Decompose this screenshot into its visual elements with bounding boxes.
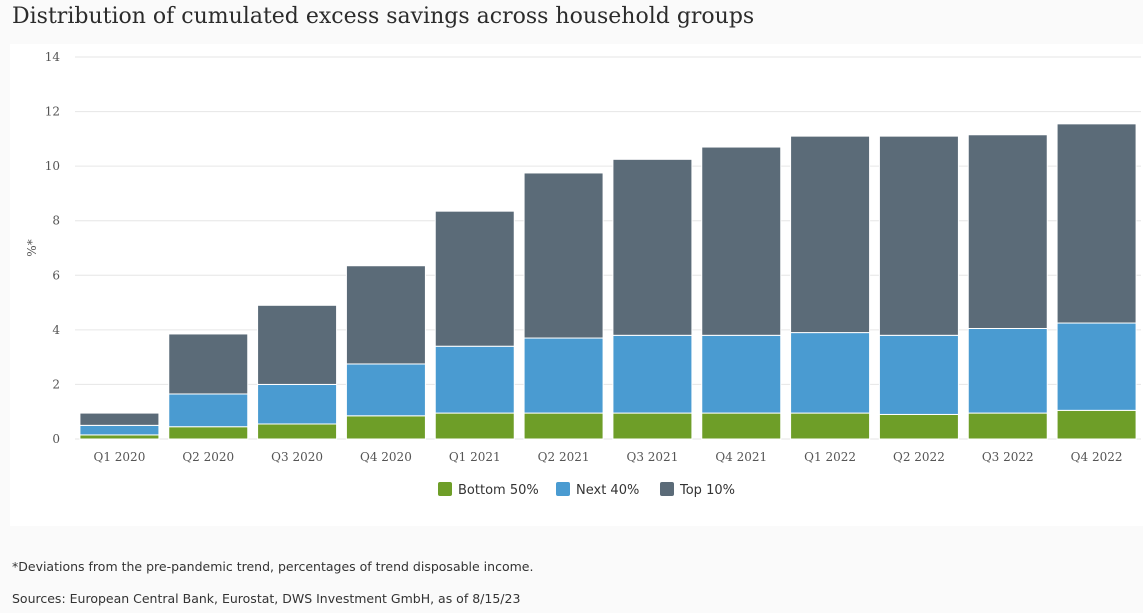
legend-label: Top 10%	[679, 483, 735, 498]
legend-item[interactable]: Next 40%	[556, 482, 639, 498]
y-tick-label: 6	[52, 268, 60, 282]
y-tick-label: 8	[52, 214, 60, 228]
bars	[79, 123, 1137, 440]
bar-segment-bottom-50	[345, 415, 426, 440]
bar-segment-bottom-50	[790, 412, 871, 440]
legend-label: Bottom 50%	[458, 483, 539, 498]
bar-segment-top-10	[967, 134, 1048, 329]
x-tick-label: Q3 2020	[271, 450, 323, 464]
legend-label: Next 40%	[576, 483, 639, 498]
bar-segment-bottom-50	[967, 412, 1048, 440]
bar-segment-next-40	[878, 334, 959, 415]
bar-segment-next-40	[612, 334, 693, 414]
y-tick-label: 2	[52, 377, 60, 391]
x-tick-label: Q4 2020	[360, 450, 412, 464]
legend-swatch	[438, 482, 452, 496]
y-axis-ticks: 0 2 4 6 8 10 12 14	[45, 50, 61, 446]
bar-segment-top-10	[878, 135, 959, 336]
bar-segment-top-10	[523, 172, 604, 339]
grid-lines	[75, 56, 1141, 440]
legend-item[interactable]: Top 10%	[660, 482, 735, 498]
bar-segment-next-40	[79, 424, 160, 436]
y-axis-label: %*	[25, 239, 39, 256]
bar-segment-next-40	[523, 337, 604, 414]
x-tick-label: Q2 2021	[538, 450, 590, 464]
x-tick-label: Q2 2020	[182, 450, 234, 464]
x-tick-label: Q4 2021	[715, 450, 767, 464]
bar-segment-next-40	[1056, 322, 1137, 411]
bar-segment-top-10	[1056, 123, 1137, 324]
bar-segment-top-10	[168, 333, 249, 395]
x-axis-ticks: Q1 2020 Q2 2020 Q3 2020 Q4 2020 Q1 2021 Q2 20…	[94, 450, 1123, 464]
bar-segment-top-10	[790, 135, 871, 334]
x-tick-label: Q1 2022	[804, 450, 856, 464]
bar-segment-top-10	[257, 304, 338, 385]
footnote: *Deviations from the pre-pandemic trend,…	[12, 559, 534, 574]
legend: Bottom 50% Next 40% Top 10%	[438, 482, 735, 498]
bar-segment-top-10	[79, 412, 160, 426]
bar-segment-bottom-50	[701, 412, 782, 440]
bar-segment-next-40	[257, 383, 338, 425]
bar-segment-bottom-50	[612, 412, 693, 440]
bar-segment-next-40	[701, 334, 782, 414]
bar-segment-bottom-50	[79, 434, 160, 440]
bar-segment-top-10	[434, 210, 515, 347]
bar-segment-next-40	[790, 332, 871, 414]
bar-segment-next-40	[434, 345, 515, 414]
y-tick-label: 12	[45, 105, 60, 119]
x-tick-label: Q1 2021	[449, 450, 501, 464]
x-tick-label: Q3 2021	[627, 450, 679, 464]
bar-segment-bottom-50	[257, 423, 338, 440]
x-tick-label: Q2 2022	[893, 450, 945, 464]
bar-segment-top-10	[701, 146, 782, 336]
bar-segment-next-40	[168, 393, 249, 428]
y-tick-label: 14	[45, 50, 61, 64]
bar-segment-top-10	[612, 158, 693, 336]
bar-segment-bottom-50	[1056, 409, 1137, 440]
y-tick-label: 10	[45, 159, 60, 173]
source-note: Sources: European Central Bank, Eurostat…	[12, 591, 521, 606]
bar-segment-next-40	[345, 363, 426, 417]
y-tick-label: 0	[52, 432, 60, 446]
bar-segment-bottom-50	[523, 412, 604, 440]
chart-title: Distribution of cumulated excess savings…	[12, 4, 755, 29]
legend-swatch	[556, 482, 570, 496]
x-tick-label: Q3 2022	[982, 450, 1034, 464]
y-tick-label: 4	[52, 323, 60, 337]
legend-swatch	[660, 482, 674, 496]
legend-item[interactable]: Bottom 50%	[438, 482, 539, 498]
bar-segment-bottom-50	[434, 412, 515, 440]
bar-segment-top-10	[345, 265, 426, 365]
bar-segment-bottom-50	[168, 426, 249, 440]
x-tick-label: Q1 2020	[94, 450, 146, 464]
bar-segment-bottom-50	[878, 413, 959, 440]
x-tick-label: Q4 2022	[1071, 450, 1123, 464]
bar-segment-next-40	[967, 327, 1048, 414]
